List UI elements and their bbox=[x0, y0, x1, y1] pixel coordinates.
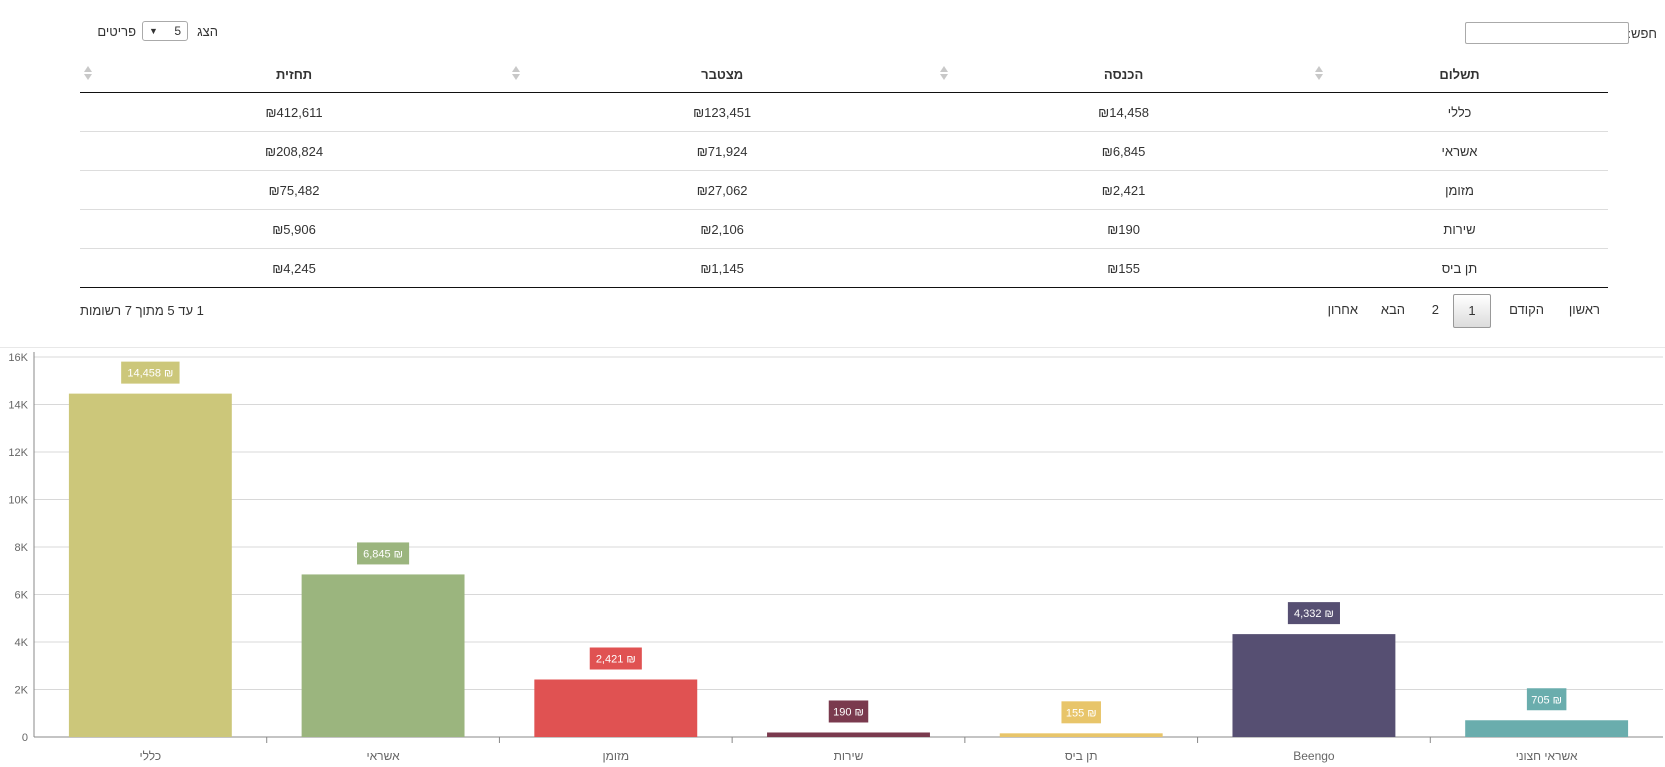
column-header-label: תחזית bbox=[275, 66, 313, 82]
data-label-badge bbox=[828, 700, 869, 723]
table-cell: ₪71,924 bbox=[508, 131, 937, 171]
pagination-previous[interactable]: הקודם bbox=[1509, 302, 1544, 317]
table-cell: ₪1,145 bbox=[508, 248, 937, 288]
x-tick-label: תן ביס bbox=[1065, 749, 1098, 763]
table-row: אשראי ₪6,845 ₪71,924 ₪208,824 bbox=[80, 131, 1608, 171]
table-cell: אשראי bbox=[1310, 131, 1608, 171]
data-label: 155 ₪ bbox=[1066, 707, 1097, 719]
table-cell: ₪14,458 bbox=[936, 92, 1311, 132]
table-row: תן ביס ₪155 ₪1,145 ₪4,245 bbox=[80, 248, 1608, 288]
x-tick-label: אשראי bbox=[367, 749, 401, 763]
table-row: כללי ₪14,458 ₪123,451 ₪412,611 bbox=[80, 92, 1608, 132]
bar bbox=[68, 393, 232, 737]
column-header-label: מצטבר bbox=[701, 66, 744, 82]
data-label: 14,458 ₪ bbox=[127, 368, 173, 380]
column-header-payment[interactable]: תשלום bbox=[1310, 56, 1608, 93]
table-cell: ₪6,845 bbox=[936, 131, 1311, 171]
y-tick-label: 0 bbox=[22, 732, 28, 744]
bar bbox=[534, 679, 698, 737]
data-label-badge bbox=[1061, 701, 1101, 724]
pagination: ראשון הקודם 1 2 הבא אחרון bbox=[1280, 294, 1606, 328]
table-cell: כללי bbox=[1310, 92, 1608, 132]
search-label: חפש: bbox=[1627, 26, 1657, 41]
data-label-badge bbox=[589, 647, 642, 670]
column-header-income[interactable]: הכנסה bbox=[936, 56, 1311, 93]
search-input[interactable] bbox=[1465, 22, 1629, 44]
sort-icon bbox=[512, 66, 521, 82]
table-cell: מזומן bbox=[1310, 170, 1608, 210]
y-tick-label: 8K bbox=[15, 542, 29, 554]
data-label: 705 ₪ bbox=[1531, 694, 1562, 706]
sort-icon bbox=[1314, 66, 1323, 82]
table-info: 1 עד 5 מתוך 7 רשומות bbox=[80, 303, 204, 318]
column-header-cumulative[interactable]: מצטבר bbox=[508, 56, 937, 93]
data-label-badge bbox=[357, 542, 410, 565]
pagination-last[interactable]: אחרון bbox=[1327, 302, 1358, 317]
x-tick-label: Beengo bbox=[1293, 749, 1335, 763]
column-header-forecast[interactable]: תחזית bbox=[80, 56, 509, 93]
data-label: 4,332 ₪ bbox=[1294, 608, 1334, 620]
bar bbox=[1232, 634, 1396, 737]
bar bbox=[1465, 720, 1629, 737]
data-table: תשלום הכנסה מצטבר תחזית כללי ₪14,458 ₪12… bbox=[80, 56, 1608, 288]
search-box: חפש: bbox=[1437, 20, 1657, 48]
data-label-badge bbox=[1287, 602, 1340, 625]
table-cell: תן ביס bbox=[1310, 248, 1608, 288]
data-label-badge bbox=[1526, 688, 1567, 711]
table-cell: ₪4,245 bbox=[80, 248, 509, 288]
data-label: 190 ₪ bbox=[833, 706, 864, 718]
length-label-show: הצג bbox=[197, 24, 218, 39]
data-label: 6,845 ₪ bbox=[363, 548, 403, 560]
bar bbox=[767, 732, 930, 737]
table-cell: ₪5,906 bbox=[80, 209, 509, 249]
table-row: מזומן ₪2,421 ₪27,062 ₪75,482 bbox=[80, 170, 1608, 210]
pagination-page-2[interactable]: 2 bbox=[1431, 302, 1439, 317]
section-divider bbox=[0, 347, 1665, 348]
x-tick-label: כללי bbox=[139, 749, 161, 763]
chevron-down-icon: ▼ bbox=[149, 26, 158, 36]
table-cell: ₪412,611 bbox=[80, 92, 509, 132]
table-header-row: תשלום הכנסה מצטבר תחזית bbox=[80, 56, 1608, 93]
table-cell: ₪208,824 bbox=[80, 131, 509, 171]
length-label-items: פריטים bbox=[97, 24, 136, 39]
x-tick-label: שירות bbox=[834, 749, 864, 763]
y-tick-label: 6K bbox=[15, 590, 29, 602]
table-cell: ₪2,106 bbox=[508, 209, 937, 249]
page-length-value: 5 bbox=[174, 24, 181, 38]
y-tick-label: 10K bbox=[8, 495, 28, 507]
y-tick-label: 2K bbox=[15, 685, 29, 697]
table-cell: ₪155 bbox=[936, 248, 1311, 288]
pagination-first[interactable]: ראשון bbox=[1568, 302, 1600, 317]
pagination-page-1[interactable]: 1 bbox=[1453, 294, 1491, 328]
x-tick-label: מזומן bbox=[602, 749, 629, 763]
table-row: שירות ₪190 ₪2,106 ₪5,906 bbox=[80, 209, 1608, 249]
column-header-label: הכנסה bbox=[1103, 66, 1144, 82]
table-cell: ₪190 bbox=[936, 209, 1311, 249]
sort-icon bbox=[84, 66, 92, 82]
y-tick-label: 14K bbox=[8, 400, 28, 412]
table-cell: ₪2,421 bbox=[936, 170, 1311, 210]
bar bbox=[999, 733, 1163, 737]
x-tick-label: אשראי חצוני bbox=[1516, 749, 1578, 763]
data-label: 2,421 ₪ bbox=[596, 654, 636, 666]
pagination-next[interactable]: הבא bbox=[1380, 302, 1405, 317]
table-cell: ₪123,451 bbox=[508, 92, 937, 132]
y-tick-label: 12K bbox=[8, 447, 28, 459]
y-tick-label: 16K bbox=[8, 352, 28, 364]
data-label-badge bbox=[121, 361, 180, 384]
sort-icon bbox=[940, 66, 949, 82]
length-menu: הצג ▼ 5 פריטים bbox=[78, 20, 218, 44]
page-length-select[interactable]: ▼ 5 bbox=[142, 21, 188, 41]
table-cell: שירות bbox=[1310, 209, 1608, 249]
bar bbox=[301, 574, 465, 737]
y-tick-label: 4K bbox=[15, 637, 29, 649]
table-cell: ₪75,482 bbox=[80, 170, 509, 210]
column-header-label: תשלום bbox=[1439, 66, 1480, 82]
table-cell: ₪27,062 bbox=[508, 170, 937, 210]
income-bar-chart: 0 2K 4K 6K 8K 10K 12K 14K 16K 14,458 ₪ כללי 6,845 ₪… bbox=[8, 352, 1663, 763]
